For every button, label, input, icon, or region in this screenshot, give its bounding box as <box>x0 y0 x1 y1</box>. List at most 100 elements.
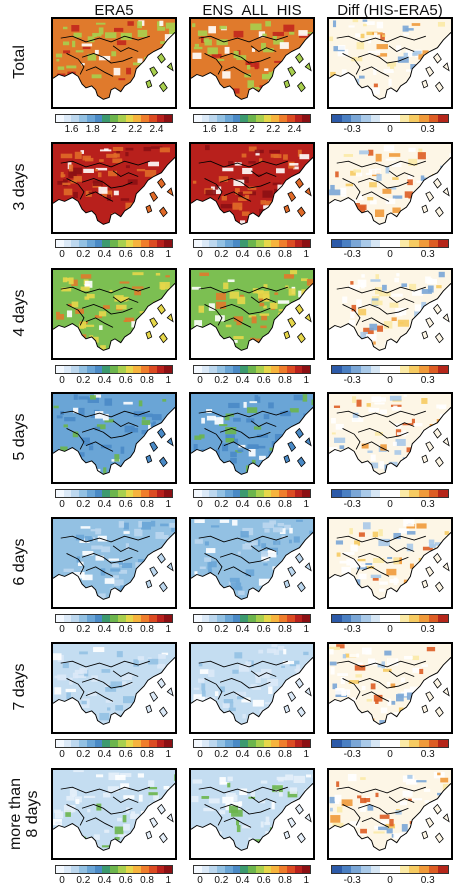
colorbar-swatch <box>79 366 87 373</box>
colorbar-tick-label: 0.6 <box>119 375 133 386</box>
colorbar-swatch <box>351 490 361 497</box>
colorbar-swatch <box>71 740 79 747</box>
colorbar-swatch <box>164 115 172 122</box>
colorbar-swatch <box>279 240 287 247</box>
colorbar-swatch <box>400 615 410 622</box>
map-field <box>329 644 451 732</box>
colorbar-swatch <box>126 366 134 373</box>
colorbar-tick-label: 0.3 <box>421 124 435 135</box>
colorbar-tick-label: 1 <box>303 875 309 886</box>
colorbar-swatch <box>351 615 361 622</box>
colorbar-swatch <box>64 615 72 622</box>
map-panel <box>51 268 177 360</box>
colorbar-swatch <box>271 615 279 622</box>
colorbar-swatch <box>71 240 79 247</box>
map-field <box>191 270 313 358</box>
colorbar-tick-label: -0.3 <box>344 749 361 760</box>
colorbar-tick-label: 0 <box>387 124 393 135</box>
colorbar-tick-label: 1 <box>303 249 309 260</box>
diff-colorbar <box>331 614 449 623</box>
colorbar-swatch <box>380 615 390 622</box>
map-panel <box>327 517 453 609</box>
colorbar-swatch <box>295 866 303 873</box>
colorbar-swatch <box>342 740 352 747</box>
colorbar-swatch <box>79 490 87 497</box>
row-label-line: more than <box>7 769 24 859</box>
colorbar-tick-label: 1 <box>165 375 171 386</box>
colorbar-tick-label: 2.2 <box>128 124 142 135</box>
map-panel <box>189 392 315 484</box>
colorbar-swatch <box>295 366 303 373</box>
map-panel <box>189 142 315 234</box>
colorbar-tick-label: 0.3 <box>421 249 435 260</box>
colorbar-swatch <box>118 240 126 247</box>
colorbar-swatch <box>56 115 64 122</box>
colorbar-swatch <box>87 740 95 747</box>
colorbar-swatch <box>110 240 118 247</box>
colorbar-tick-label: 0.2 <box>214 875 228 886</box>
colorbar-swatch <box>342 115 352 122</box>
colorbar-swatch <box>118 740 126 747</box>
colorbar-swatch <box>295 115 303 122</box>
colorbar-swatch <box>287 866 295 873</box>
colorbar-swatch <box>202 740 210 747</box>
colorbar-tick-label: 1 <box>165 749 171 760</box>
colorbar-swatch <box>110 115 118 122</box>
colorbar-tick-label: 2.2 <box>266 124 280 135</box>
colorbar-tick-label: 0.4 <box>98 875 112 886</box>
colorbar-swatch <box>419 240 429 247</box>
colorbar-swatch <box>279 740 287 747</box>
map-panel <box>189 768 315 860</box>
colorbar-swatch <box>164 866 172 873</box>
colorbar-swatch <box>361 740 371 747</box>
colorbar-tick-label: 0.8 <box>140 499 154 510</box>
map-panel <box>189 17 315 109</box>
colorbar <box>55 365 173 374</box>
colorbar-swatch <box>256 240 264 247</box>
colorbar-swatch <box>157 490 165 497</box>
map-field <box>329 394 451 482</box>
colorbar-tick-label: 1 <box>165 249 171 260</box>
colorbar <box>193 365 311 374</box>
colorbar-tick-label: 0.6 <box>119 499 133 510</box>
colorbar-swatch <box>264 366 272 373</box>
colorbar-swatch <box>332 490 342 497</box>
colorbar <box>55 489 173 498</box>
colorbar-swatch <box>256 866 264 873</box>
colorbar-swatch <box>141 615 149 622</box>
colorbar-tick-label: 0.4 <box>236 749 250 760</box>
colorbar-tick-label: 0.2 <box>214 499 228 510</box>
colorbar-swatch <box>194 115 202 122</box>
colorbar-swatch <box>438 240 448 247</box>
colorbar-tick-label: 0 <box>197 499 203 510</box>
colorbar-swatch <box>332 240 342 247</box>
colorbar-tick-label: 0.2 <box>76 624 90 635</box>
colorbar-swatch <box>141 490 149 497</box>
colorbar-swatch <box>87 615 95 622</box>
colorbar-tick-label: 0.6 <box>119 249 133 260</box>
colorbar-tick-label: 2.4 <box>288 124 302 135</box>
colorbar-tick-label: 0.3 <box>421 749 435 760</box>
map-panel <box>327 392 453 484</box>
colorbar-swatch <box>371 366 381 373</box>
colorbar-tick-label: 0 <box>197 624 203 635</box>
colorbar-swatch <box>217 615 225 622</box>
colorbar-swatch <box>256 490 264 497</box>
colorbar-swatch <box>279 866 287 873</box>
colorbar-tick-label: 0 <box>197 249 203 260</box>
colorbar-swatch <box>248 866 256 873</box>
map-field <box>329 144 451 232</box>
map-field <box>329 270 451 358</box>
colorbar-swatch <box>64 366 72 373</box>
diff-colorbar <box>331 865 449 874</box>
colorbar-tick-label: 1 <box>303 749 309 760</box>
colorbar-swatch <box>217 115 225 122</box>
colorbar-swatch <box>95 490 103 497</box>
colorbar-swatch <box>217 740 225 747</box>
colorbar-swatch <box>390 866 400 873</box>
colorbar-tick-label: 0 <box>59 249 65 260</box>
